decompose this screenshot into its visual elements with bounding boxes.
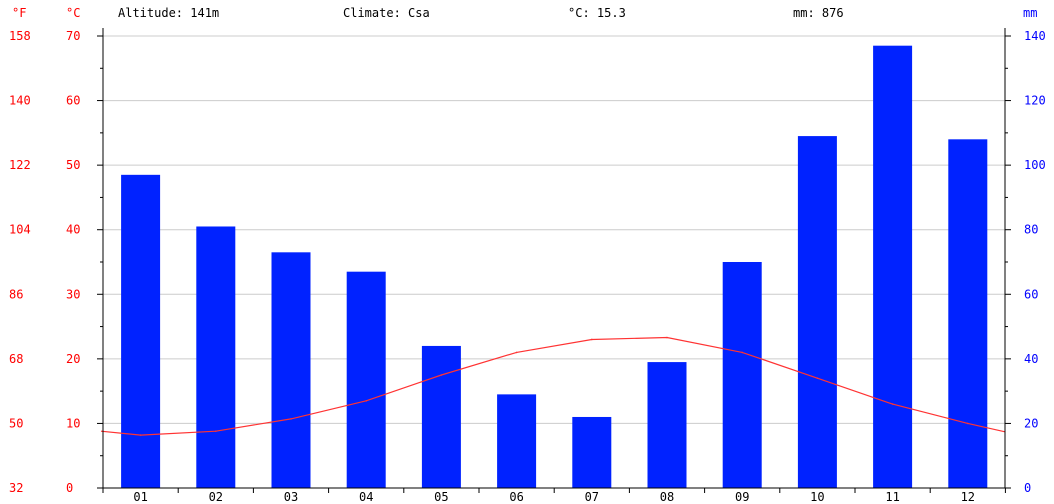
fahrenheit-tick-label: 50 [9,416,23,430]
month-label: 09 [735,490,749,504]
mm-tick-label: 100 [1024,158,1046,172]
celsius-tick-label: 60 [66,94,80,108]
fahrenheit-tick-label: 86 [9,287,23,301]
mm-tick-label: 20 [1024,416,1038,430]
precipitation-bar [647,362,687,488]
mm-tick-label: 120 [1024,94,1046,108]
temperature-point [215,430,217,432]
mm-tick-label: 80 [1024,223,1038,237]
temperature-point [816,377,819,380]
celsius-tick-label: 40 [66,223,80,237]
fahrenheit-tick-label: 122 [9,158,31,172]
mm-tick-label: 60 [1024,287,1038,301]
fahrenheit-tick-label: 32 [9,481,23,495]
mm-tick-label: 140 [1024,29,1046,43]
grid-lines [103,35,1005,424]
fahrenheit-tick-label: 104 [9,223,31,237]
temperature-point [290,418,292,420]
precipitation-bar [196,226,236,488]
temperature-point [967,422,969,425]
temperature-point [365,400,368,402]
precipitation-bar [121,174,161,489]
fahrenheit-tick-label: 158 [9,29,31,43]
precipitation-bar [948,139,988,489]
mm-tick-label: 0 [1024,481,1031,495]
month-label: 10 [810,490,824,504]
temperature-point [891,403,894,405]
precipitation-bar [421,345,461,488]
fahrenheit-tick-label: 140 [9,94,31,108]
fahrenheit-tick-label: 68 [9,352,23,366]
month-label: 03 [284,490,298,504]
axes [97,28,1011,493]
precipitation-bar [271,252,311,488]
mean-temperature-label: °C: 15.3 [568,6,626,20]
month-label: 04 [359,490,373,504]
month-label: 07 [585,490,599,504]
temperature-point [666,336,668,339]
mm-unit-label: mm [1023,6,1037,20]
celsius-tick-label: 20 [66,352,80,366]
month-label: 12 [961,490,975,504]
month-label: 01 [133,490,147,504]
altitude-label: Altitude: 141m [118,6,219,20]
fahrenheit-unit-label: °F [12,6,26,20]
celsius-tick-label: 0 [66,481,73,495]
climate-label: Climate: Csa [343,6,430,20]
month-label: 11 [885,490,899,504]
month-label: 08 [660,490,674,504]
temperature-point [591,338,593,341]
temperature-point [440,374,443,376]
celsius-tick-label: 70 [66,29,80,43]
celsius-unit-label: °C [66,6,80,20]
temperature-line [100,336,1006,436]
precipitation-bar [572,416,612,488]
precipitation-bar [797,136,837,489]
temperature-point [139,434,142,436]
precipitation-bar [346,271,386,488]
precipitation-bars [121,45,988,489]
temperature-line-group [100,336,1006,436]
precipitation-bar [722,262,762,488]
month-label: 06 [509,490,523,504]
celsius-tick-label: 50 [66,158,80,172]
precipitation-bar [497,394,537,488]
celsius-tick-label: 30 [66,287,80,301]
month-label: 02 [209,490,223,504]
temperature-point [741,351,743,354]
annual-precipitation-label: mm: 876 [793,6,844,20]
month-label: 05 [434,490,448,504]
celsius-tick-label: 10 [66,416,80,430]
mm-tick-label: 40 [1024,352,1038,366]
precipitation-bar [873,45,913,488]
temperature-point [515,351,518,354]
